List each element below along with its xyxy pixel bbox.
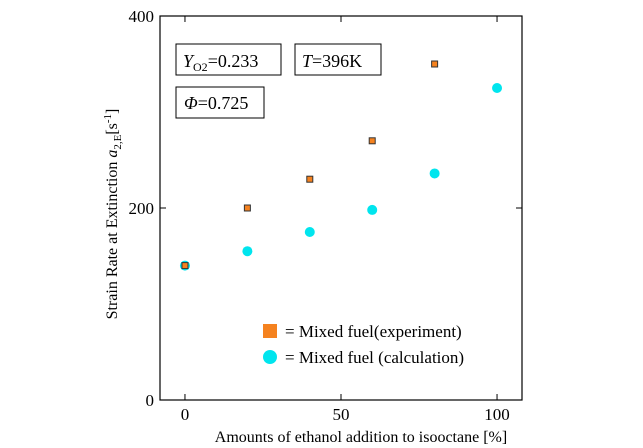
annotation-temperature-value: =396K xyxy=(312,51,362,71)
y-axis-label-unit-close: ] xyxy=(104,109,121,114)
y-axis-label: Strain Rate at Extinction a2,E[s-1] xyxy=(102,109,124,320)
legend-name-experiment: Mixed fuel(experiment) xyxy=(299,322,462,341)
experiment-point xyxy=(306,175,314,183)
y-axis-label-unit-open: [s xyxy=(104,123,121,135)
annotation-temperature-text: T=396K xyxy=(302,51,362,71)
y-tick-label: 200 xyxy=(129,199,155,218)
legend: = Mixed fuel(experiment) = Mixed fuel (c… xyxy=(263,322,464,367)
annotation-temperature-var: T xyxy=(302,51,314,71)
y-tick-label: 0 xyxy=(146,391,155,410)
legend-name-calculation: Mixed fuel (calculation) xyxy=(299,348,464,367)
annotation-phi-box: Φ=0.725 xyxy=(175,86,265,119)
annotation-yo2-text: YO2=0.233 xyxy=(183,51,258,74)
calculation-point xyxy=(492,83,503,93)
legend-marker-calculation xyxy=(263,350,277,364)
annotation-yo2-value: =0.233 xyxy=(208,51,259,71)
y-axis-label-sub: 2,E xyxy=(112,134,124,149)
y-tick-label: 400 xyxy=(129,7,155,26)
axis-ticks xyxy=(160,15,522,401)
y-axis-label-var: a xyxy=(104,150,121,158)
annotation-phi-text: Φ=0.725 xyxy=(184,93,248,113)
x-tick-label: 100 xyxy=(484,405,510,424)
x-tick-label: 0 xyxy=(181,405,190,424)
annotation-phi-var: Φ xyxy=(184,93,198,113)
x-axis-label: Amounts of ethanol addition to isooctane… xyxy=(215,429,507,446)
experiment-point xyxy=(368,137,376,145)
annotation-yo2-sub: O2 xyxy=(193,60,208,74)
calculation-point xyxy=(429,168,440,179)
calculation-point xyxy=(367,204,378,215)
legend-label-experiment: = Mixed fuel(experiment) xyxy=(285,322,462,341)
axis-tick-labels: 0 50 100 0 200 400 xyxy=(129,7,510,424)
annotation-phi-value: =0.725 xyxy=(198,93,249,113)
x-tick-label: 50 xyxy=(333,405,350,424)
legend-prefix-experiment: = xyxy=(285,322,299,341)
legend-label-calculation: = Mixed fuel (calculation) xyxy=(285,348,464,367)
annotation-yo2-box: YO2=0.233 xyxy=(175,43,282,76)
y-axis-label-unit-sup: -1 xyxy=(102,114,114,123)
calculation-point xyxy=(242,246,253,257)
experiment-point xyxy=(181,262,189,270)
annotation-yo2-var: Y xyxy=(183,51,195,71)
legend-prefix-calculation: = xyxy=(285,348,299,367)
experiment-point xyxy=(243,204,251,212)
y-axis-label-main: Strain Rate at Extinction xyxy=(104,158,121,320)
calculation-point xyxy=(304,227,315,237)
data-markers xyxy=(179,60,503,271)
experiment-point xyxy=(431,60,439,68)
legend-marker-experiment xyxy=(263,324,277,338)
annotation-temperature-box: T=396K xyxy=(294,43,382,76)
